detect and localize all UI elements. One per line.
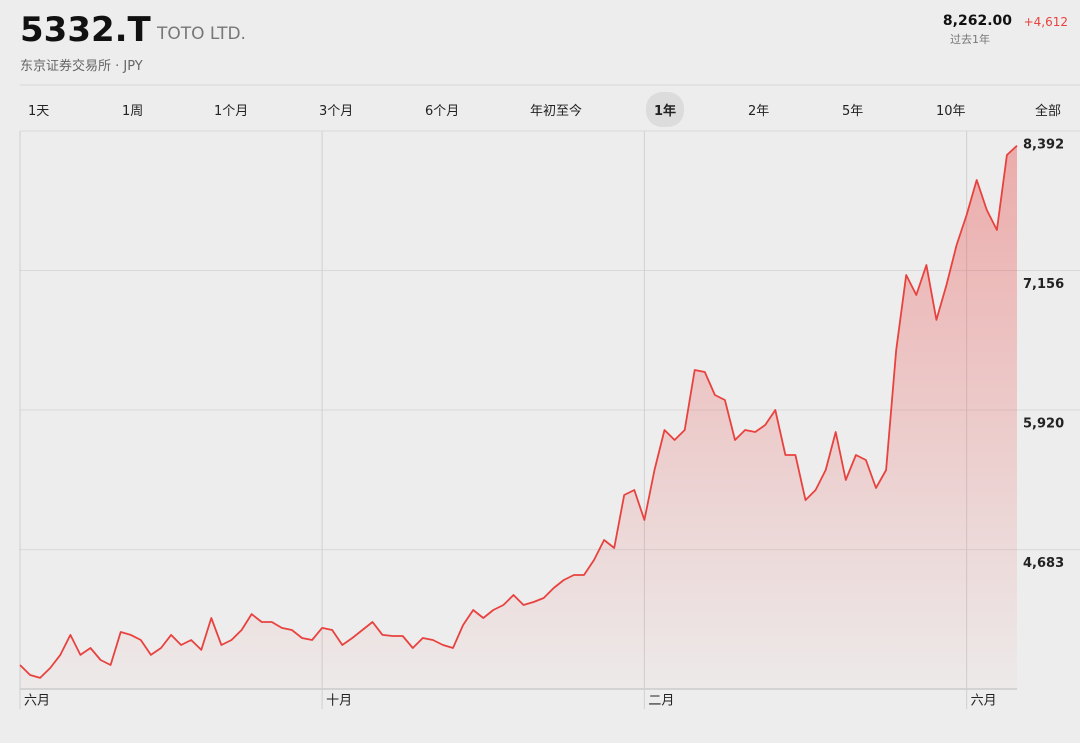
y-tick-label: 7,156: [1023, 277, 1064, 292]
exchange: 东京证券交易所 · JPY: [20, 59, 143, 74]
range-tab[interactable]: 全部: [1035, 104, 1062, 119]
symbol: 5332.T: [20, 10, 151, 50]
y-tick-label: 5,920: [1023, 417, 1064, 432]
price-line: [19, 145, 1018, 679]
x-tick-label: 二月: [648, 694, 674, 709]
range-tab[interactable]: 5年: [842, 104, 864, 119]
company: TOTO LTD.: [157, 24, 246, 44]
range-tab[interactable]: 1天: [28, 104, 50, 119]
range-tab[interactable]: 6个月: [425, 104, 460, 119]
y-tick-label: 4,683: [1023, 556, 1064, 571]
x-tick-label: 六月: [971, 694, 997, 709]
range-tab[interactable]: 1周: [122, 104, 144, 119]
change: +4,612: [1023, 15, 1068, 29]
x-tick-label: 十月: [326, 694, 352, 709]
price: 8,262.00: [942, 13, 1012, 29]
range-tab[interactable]: 1个月: [214, 104, 249, 119]
range-tab[interactable]: 年初至今: [530, 104, 583, 119]
range-tab[interactable]: 1年: [646, 92, 685, 127]
range-tab[interactable]: 3个月: [319, 104, 354, 119]
period: 过去1年: [950, 33, 990, 46]
y-tick-label: 8,392: [1023, 138, 1064, 153]
range-tab[interactable]: 10年: [936, 104, 966, 119]
x-tick-label: 六月: [24, 694, 50, 709]
area: [20, 145, 1017, 689]
range-tab[interactable]: 2年: [748, 104, 770, 119]
